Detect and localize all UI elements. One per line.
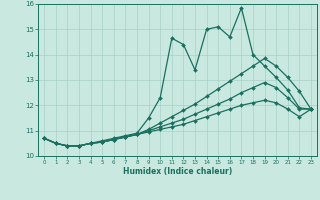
- X-axis label: Humidex (Indice chaleur): Humidex (Indice chaleur): [123, 167, 232, 176]
